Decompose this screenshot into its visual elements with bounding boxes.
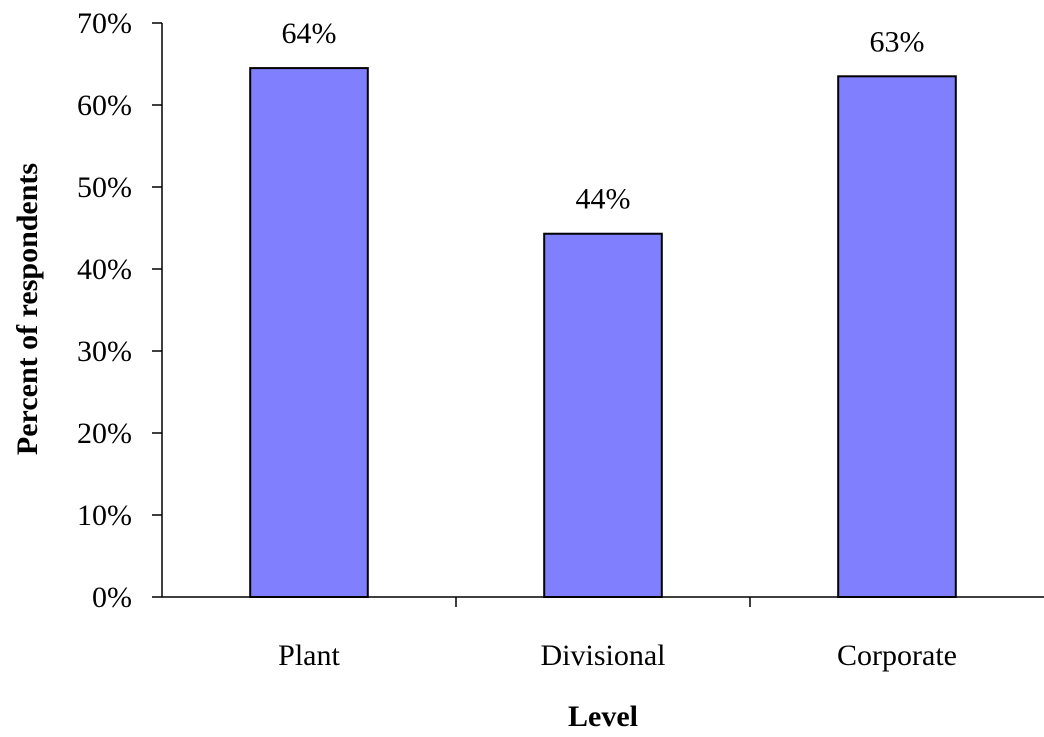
bars-group: 64% 44% 63% [249, 17, 957, 599]
x-category-label: Corporate [837, 639, 957, 672]
data-label: 64% [282, 17, 337, 50]
x-category-label: Plant [278, 639, 340, 672]
data-label: 63% [870, 25, 925, 58]
y-tick-label: 0% [92, 581, 132, 614]
bar [837, 75, 957, 599]
data-label: 44% [576, 183, 631, 216]
y-axis-title: Percent of respondents [11, 163, 44, 455]
y-tick-label: 50% [77, 171, 132, 204]
y-tick-label: 40% [77, 253, 132, 286]
y-tick-label: 10% [77, 499, 132, 532]
y-axis: 0% 10% 20% 30% 40% 50% 60% 70% [77, 7, 163, 614]
bar [249, 67, 369, 599]
y-tick-label: 20% [77, 417, 132, 450]
x-category-label: Divisional [541, 639, 666, 672]
y-tick-label: 30% [77, 335, 132, 368]
x-axis: Plant Divisional Corporate [162, 596, 1044, 672]
y-tick-label: 60% [77, 89, 132, 122]
x-axis-title: Level [568, 700, 638, 733]
bar [543, 232, 663, 599]
y-tick-label: 70% [77, 7, 132, 40]
